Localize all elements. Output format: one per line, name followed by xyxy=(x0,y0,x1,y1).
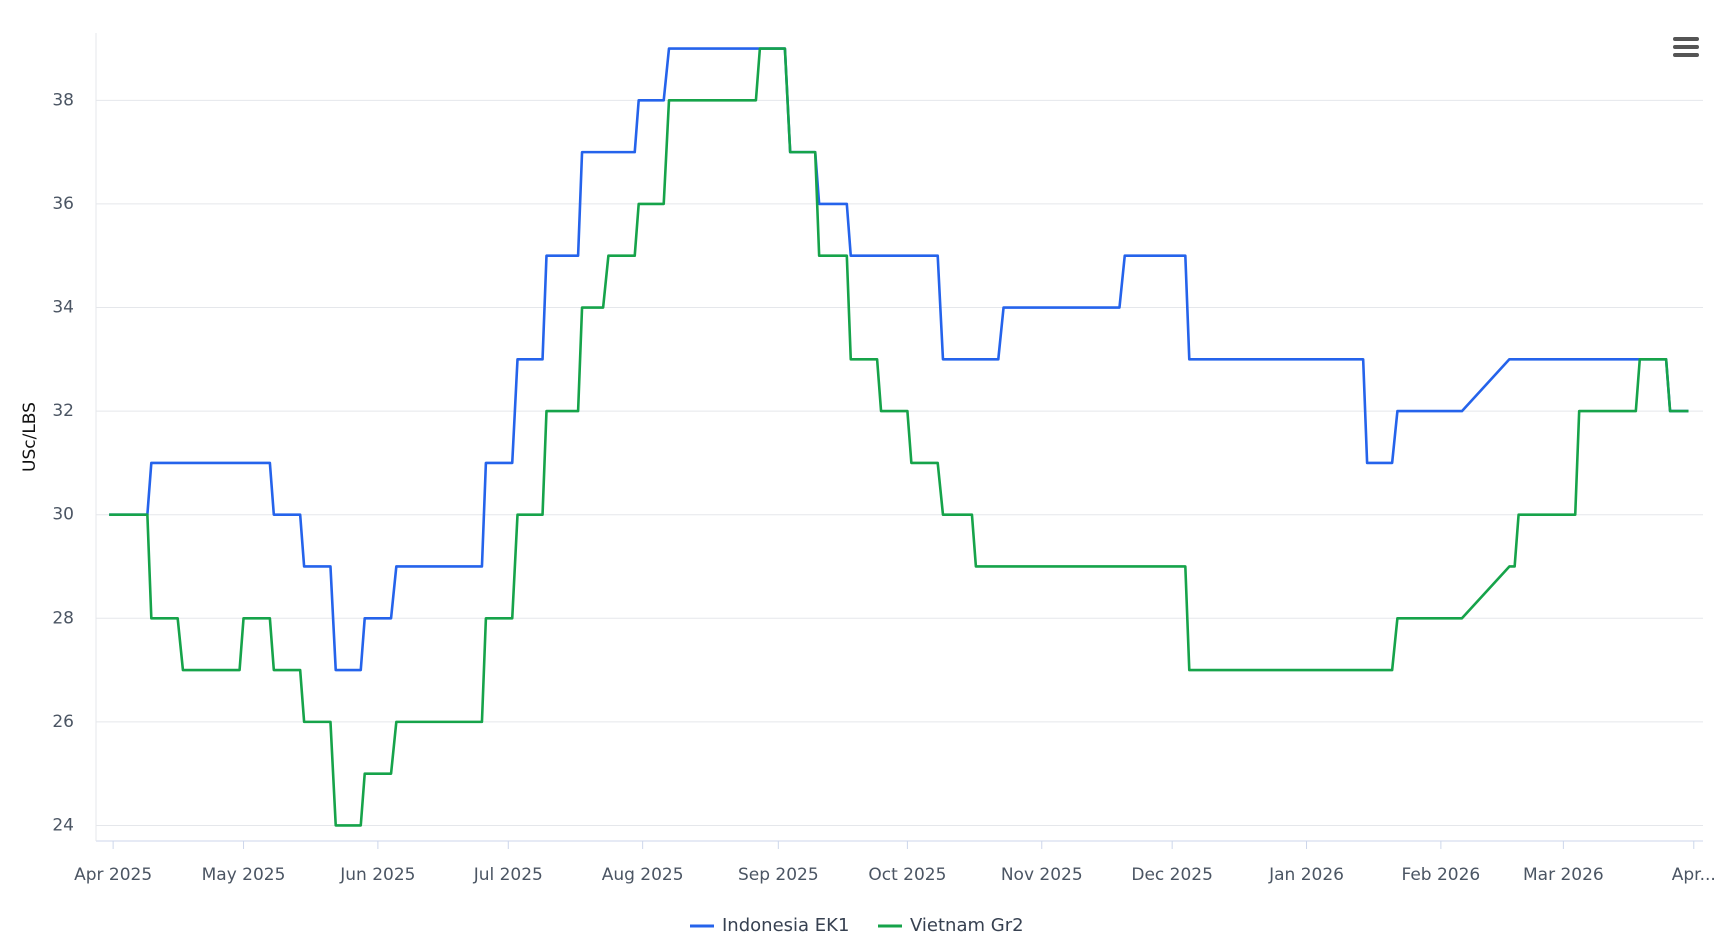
y-tick-label: 30 xyxy=(52,505,74,525)
x-tick-label: Dec 2025 xyxy=(1131,865,1213,885)
y-axis-title: USc/LBS xyxy=(20,402,40,472)
x-tick-label: Mar 2026 xyxy=(1523,865,1604,885)
y-tick-label: 24 xyxy=(52,815,74,835)
x-tick-label: Jul 2025 xyxy=(473,865,543,885)
y-tick-label: 34 xyxy=(52,298,74,318)
y-tick-label: 38 xyxy=(52,90,74,110)
menu-bar xyxy=(1673,37,1699,41)
x-tick-label: Sep 2025 xyxy=(738,865,819,885)
x-tick-label: Jun 2025 xyxy=(339,865,415,885)
x-tick-label: May 2025 xyxy=(202,865,286,885)
series-line xyxy=(109,47,1689,827)
menu-bar xyxy=(1673,45,1699,49)
y-tick-label: 36 xyxy=(52,194,74,214)
series-line xyxy=(109,47,1689,672)
y-tick-label: 26 xyxy=(52,712,74,732)
x-tick-label: Oct 2025 xyxy=(868,865,946,885)
x-tick-label: Apr 2025 xyxy=(74,865,152,885)
x-tick-label: Feb 2026 xyxy=(1401,865,1480,885)
menu-bar xyxy=(1673,53,1699,57)
y-tick-label: 28 xyxy=(52,608,74,628)
menu-button[interactable] xyxy=(1673,37,1699,57)
x-tick-label: Apr... xyxy=(1672,865,1716,885)
x-tick-label: Aug 2025 xyxy=(602,865,684,885)
legend-label: Indonesia EK1 xyxy=(722,915,849,936)
x-tick-label: Jan 2026 xyxy=(1268,865,1344,885)
y-tick-label: 32 xyxy=(52,401,74,421)
legend-label: Vietnam Gr2 xyxy=(910,915,1024,936)
x-tick-label: Nov 2025 xyxy=(1001,865,1083,885)
